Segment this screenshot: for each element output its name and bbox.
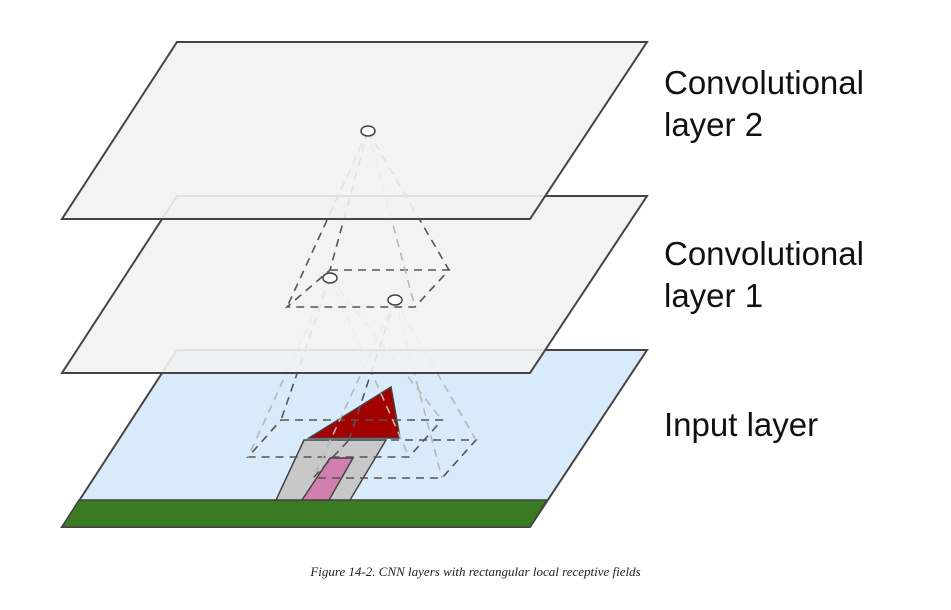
ground-strip <box>60 499 549 528</box>
conv-layer-2-plane <box>60 41 649 220</box>
conv-layer-1-plane <box>60 195 649 374</box>
house-door <box>300 457 355 501</box>
house-roof <box>306 385 401 439</box>
conv-layer-2-label: Convolutional layer 2 <box>664 64 864 143</box>
conv2-neuron <box>360 125 376 137</box>
conv1-neuron-left <box>322 272 338 284</box>
conv-layer-1-label: Convolutional layer 1 <box>664 235 864 314</box>
figure-caption: Figure 14-2. CNN layers with rectangular… <box>310 564 641 579</box>
receptive-field-right-input <box>311 439 478 479</box>
receptive-field-left-input <box>246 419 444 458</box>
input-layer-label: Input layer <box>664 406 819 443</box>
conv1-neuron-right <box>387 294 403 306</box>
